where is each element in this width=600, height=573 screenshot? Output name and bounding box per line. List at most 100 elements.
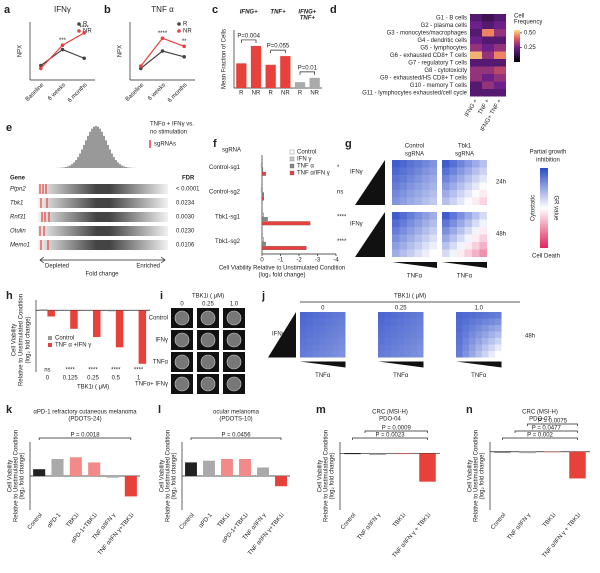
heat-cell [306,331,313,338]
panel-letter: l [158,404,161,416]
heat-cell [392,227,400,235]
organoid [174,376,190,392]
heat-cell [482,29,494,37]
x-tick-label: -4 [333,258,339,264]
heat-cell [422,249,430,257]
heat-cell [464,167,472,175]
heat-cell [482,21,494,29]
x-tick-label: Control [27,512,44,531]
column-label: 1.0 [230,302,239,308]
axis-end-label: Enriched [136,264,160,270]
panel-letter: i [160,290,163,302]
heat-cell [449,212,457,220]
group-label: IFNG+ [298,10,316,16]
heat-cell [397,325,404,332]
heat-cell [457,182,465,190]
heat-cell [470,66,482,74]
x-tick-label: TBK1i [542,512,557,528]
x-tick-label: NR [310,91,319,97]
heat-cell [479,212,487,220]
p-value: P = 0.0023 [375,433,405,439]
y-label: Cell Viability [318,460,324,493]
x-tick-label: 6 months [167,82,189,104]
legend-label: NR [183,29,192,35]
histogram-bar [103,135,105,168]
rank-strip [38,240,168,250]
heat-cell [410,338,417,345]
heat-cell [457,234,465,242]
heat-cell [449,219,457,227]
heat-cell [392,197,400,205]
bar [69,457,82,476]
heat-cell [422,182,430,190]
heat-cell [482,74,494,82]
heat-cell [472,219,480,227]
heat-cell [442,175,450,183]
heat-cell [482,318,489,325]
heat-cell [339,331,346,338]
row-label: G11 - lymphocytes exhausted/cell cycle [362,90,468,96]
point [139,64,143,68]
heat-cell [326,325,333,332]
heat-cell [488,344,495,351]
histogram-bar [67,166,69,168]
panel-title: PDO-04 [379,417,401,423]
y-label: Cell Viability [468,460,474,493]
heat-cell [414,182,422,190]
heat-cell [470,44,482,52]
heat-cell [407,175,415,183]
heat-cell [494,59,506,67]
x-tick-label: TNF α/IFN γ+TBK1i [97,512,135,556]
heat-cell [488,325,495,332]
heat-cell [300,338,307,345]
dose-wedge [268,312,296,358]
bracket [240,39,257,43]
panel-title: IFNγ [54,5,71,14]
bar [185,462,197,476]
heat-cell [391,325,398,332]
annotation: Partial growth [530,150,567,156]
heat-cell [326,331,333,338]
gene-label: Ptpn2 [10,187,26,193]
heat-cell [472,197,480,205]
heat-cell [470,51,482,59]
x-tick-label: 6 months [67,82,89,104]
heat-cell [384,344,391,351]
fdr-value: 0.0106 [176,243,195,249]
row-label: G4 - dendritic cells [417,38,467,44]
heat-cell [464,249,472,257]
legend-label: sgRNAs [154,142,176,148]
row-label: IFNγ [155,338,168,344]
heat-cell [399,242,407,250]
bar [280,56,291,88]
heat-cell [392,249,400,257]
legend-label: IFN γ [297,157,311,163]
heat-cell [457,249,465,257]
heat-cell [414,234,422,242]
heat-cell [326,318,333,325]
bar [419,453,436,482]
heat-cell [479,219,487,227]
heat-cell [397,351,404,358]
heat-cell [472,167,480,175]
p-value: P = 0.0075 [538,419,568,425]
bar [115,310,124,348]
heat-cell [414,175,422,183]
legend-swatch [48,343,52,347]
heat-cell [429,234,437,242]
histogram-bar [109,149,111,168]
heat-cell [378,325,385,332]
bracket [527,423,578,426]
heat-cell [457,242,465,250]
heat-cell [339,318,346,325]
heat-cell [326,312,333,319]
heat-cell [422,212,430,220]
heat-cell [414,212,422,220]
heat-cell [392,175,400,183]
bar [261,208,263,213]
heat-cell [482,51,494,59]
heat-cell [482,81,494,89]
panel-letter: d [330,4,337,16]
column-label: IFNG + [464,98,479,118]
heat-cell [479,242,487,250]
